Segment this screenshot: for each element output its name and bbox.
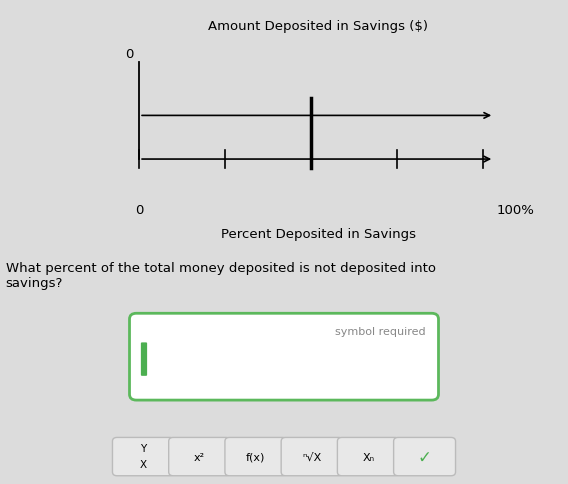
Text: Percent Deposited in Savings: Percent Deposited in Savings bbox=[220, 227, 416, 241]
FancyBboxPatch shape bbox=[141, 343, 147, 376]
Text: ✓: ✓ bbox=[417, 448, 432, 466]
Text: 100%: 100% bbox=[497, 203, 535, 216]
Text: X: X bbox=[140, 459, 147, 469]
Text: Xₙ: Xₙ bbox=[362, 452, 374, 462]
Text: x²: x² bbox=[194, 452, 205, 462]
Text: Y: Y bbox=[140, 443, 147, 453]
Text: 0: 0 bbox=[125, 47, 133, 60]
FancyBboxPatch shape bbox=[394, 438, 456, 476]
Text: Amount Deposited in Savings ($): Amount Deposited in Savings ($) bbox=[208, 20, 428, 33]
FancyBboxPatch shape bbox=[169, 438, 231, 476]
FancyBboxPatch shape bbox=[130, 314, 438, 400]
FancyBboxPatch shape bbox=[112, 438, 174, 476]
FancyBboxPatch shape bbox=[337, 438, 399, 476]
FancyBboxPatch shape bbox=[225, 438, 287, 476]
Text: f(x): f(x) bbox=[246, 452, 266, 462]
FancyBboxPatch shape bbox=[281, 438, 343, 476]
Text: symbol required: symbol required bbox=[335, 327, 426, 337]
Text: What percent of the total money deposited is not deposited into
savings?: What percent of the total money deposite… bbox=[6, 261, 436, 289]
Text: 0: 0 bbox=[135, 203, 143, 216]
Text: ⁿ√X: ⁿ√X bbox=[303, 452, 321, 462]
